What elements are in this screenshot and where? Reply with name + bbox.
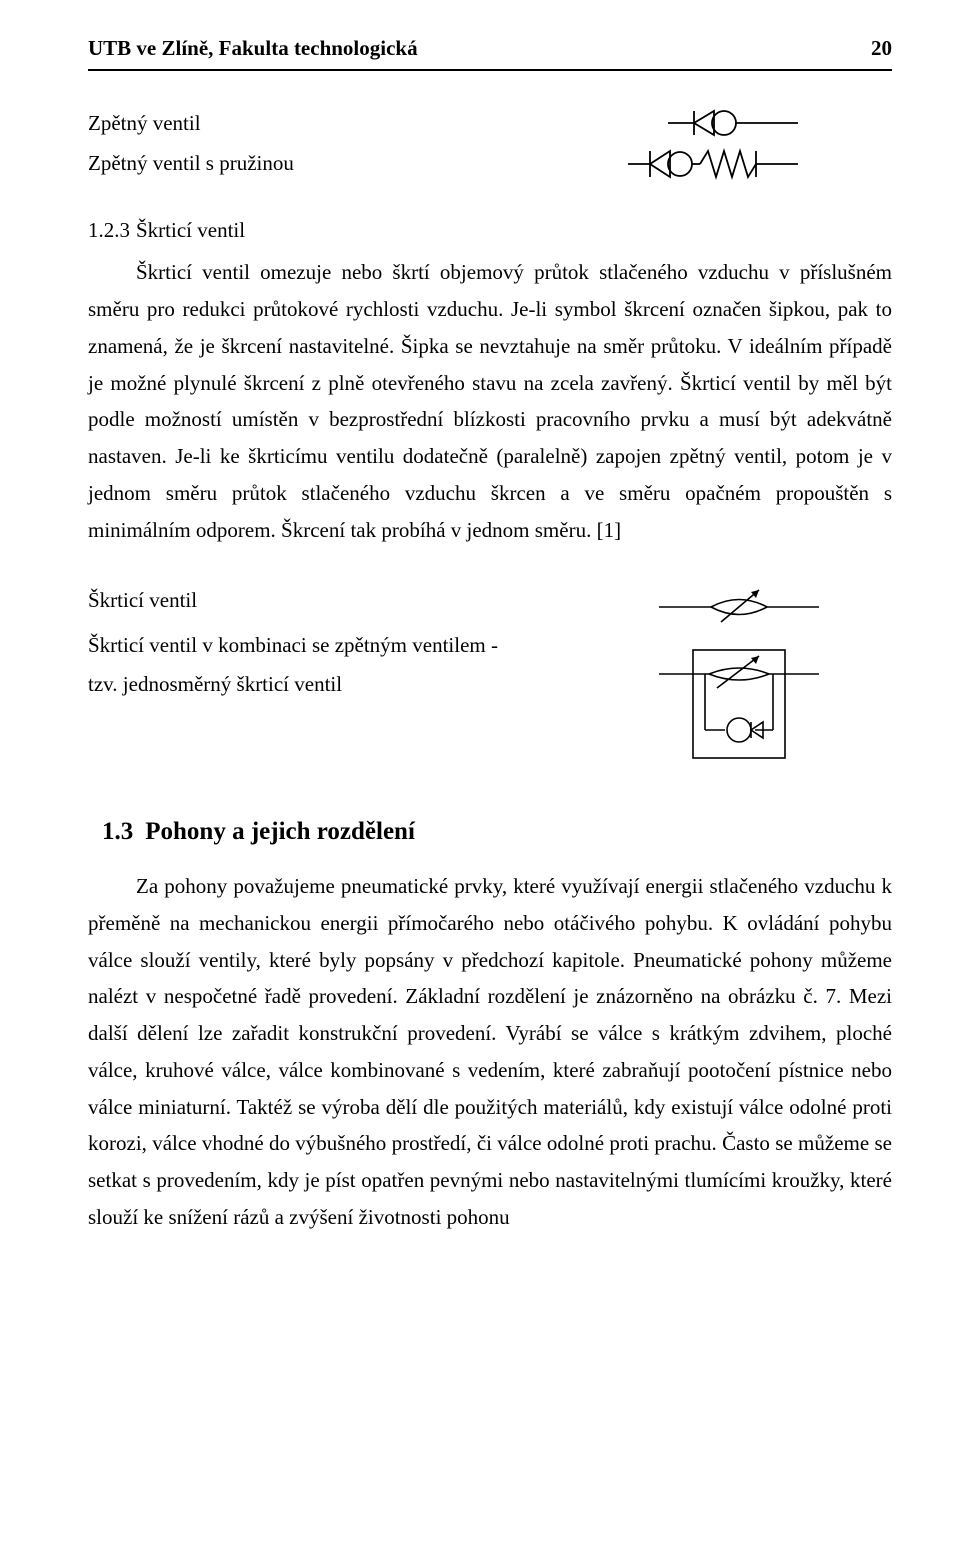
- header-left: UTB ve Zlíně, Fakulta technologická: [88, 30, 418, 67]
- throttle-symbols: [586, 582, 892, 764]
- section-1-2-3-para: Škrticí ventil omezuje nebo škrtí objemo…: [88, 254, 892, 548]
- page-header: UTB ve Zlíně, Fakulta technologická 20: [88, 30, 892, 71]
- throttle-block: Škrticí ventil Škrticí ventil v kombinac…: [88, 582, 892, 764]
- check-valve-symbol: [668, 105, 892, 141]
- page-number: 20: [871, 30, 892, 67]
- section-1-3-number: 1.3: [102, 810, 133, 854]
- page: UTB ve Zlíně, Fakulta technologická 20 Z…: [0, 0, 960, 1548]
- section-1-3-title: Pohony a jejich rozdělení: [145, 810, 415, 854]
- section-1-3-para: Za pohony považujeme pneumatické prvky, …: [88, 868, 892, 1236]
- check-valve-spring-icon: [628, 144, 798, 184]
- check-valve-spring-row: Zpětný ventil s pružinou: [88, 144, 892, 184]
- one-way-throttle-valve-icon: [659, 644, 819, 764]
- check-valve-icon: [668, 105, 798, 141]
- section-title: Škrticí ventil: [136, 212, 245, 249]
- throttle-label-2b: tzv. jednosměrný škrticí ventil: [88, 666, 530, 703]
- check-valve-label: Zpětný ventil: [88, 105, 201, 142]
- throttle-label-1: Škrticí ventil: [88, 582, 530, 619]
- throttle-text: Škrticí ventil Škrticí ventil v kombinac…: [88, 582, 530, 704]
- section-number: 1.2.3: [88, 212, 130, 249]
- throttle-valve-icon: [659, 586, 819, 628]
- throttle-label-2a: Škrticí ventil v kombinaci se zpětným ve…: [88, 627, 530, 664]
- section-1-2-3-heading: 1.2.3 Škrticí ventil: [88, 212, 892, 249]
- section-1-3-heading: 1.3 Pohony a jejich rozdělení: [102, 810, 892, 854]
- check-valve-definitions: Zpětný ventil Zpětný ventil s pružinou: [88, 105, 892, 184]
- check-valve-spring-symbol: [628, 144, 892, 184]
- check-valve-row: Zpětný ventil: [88, 105, 892, 142]
- check-valve-spring-label: Zpětný ventil s pružinou: [88, 145, 294, 182]
